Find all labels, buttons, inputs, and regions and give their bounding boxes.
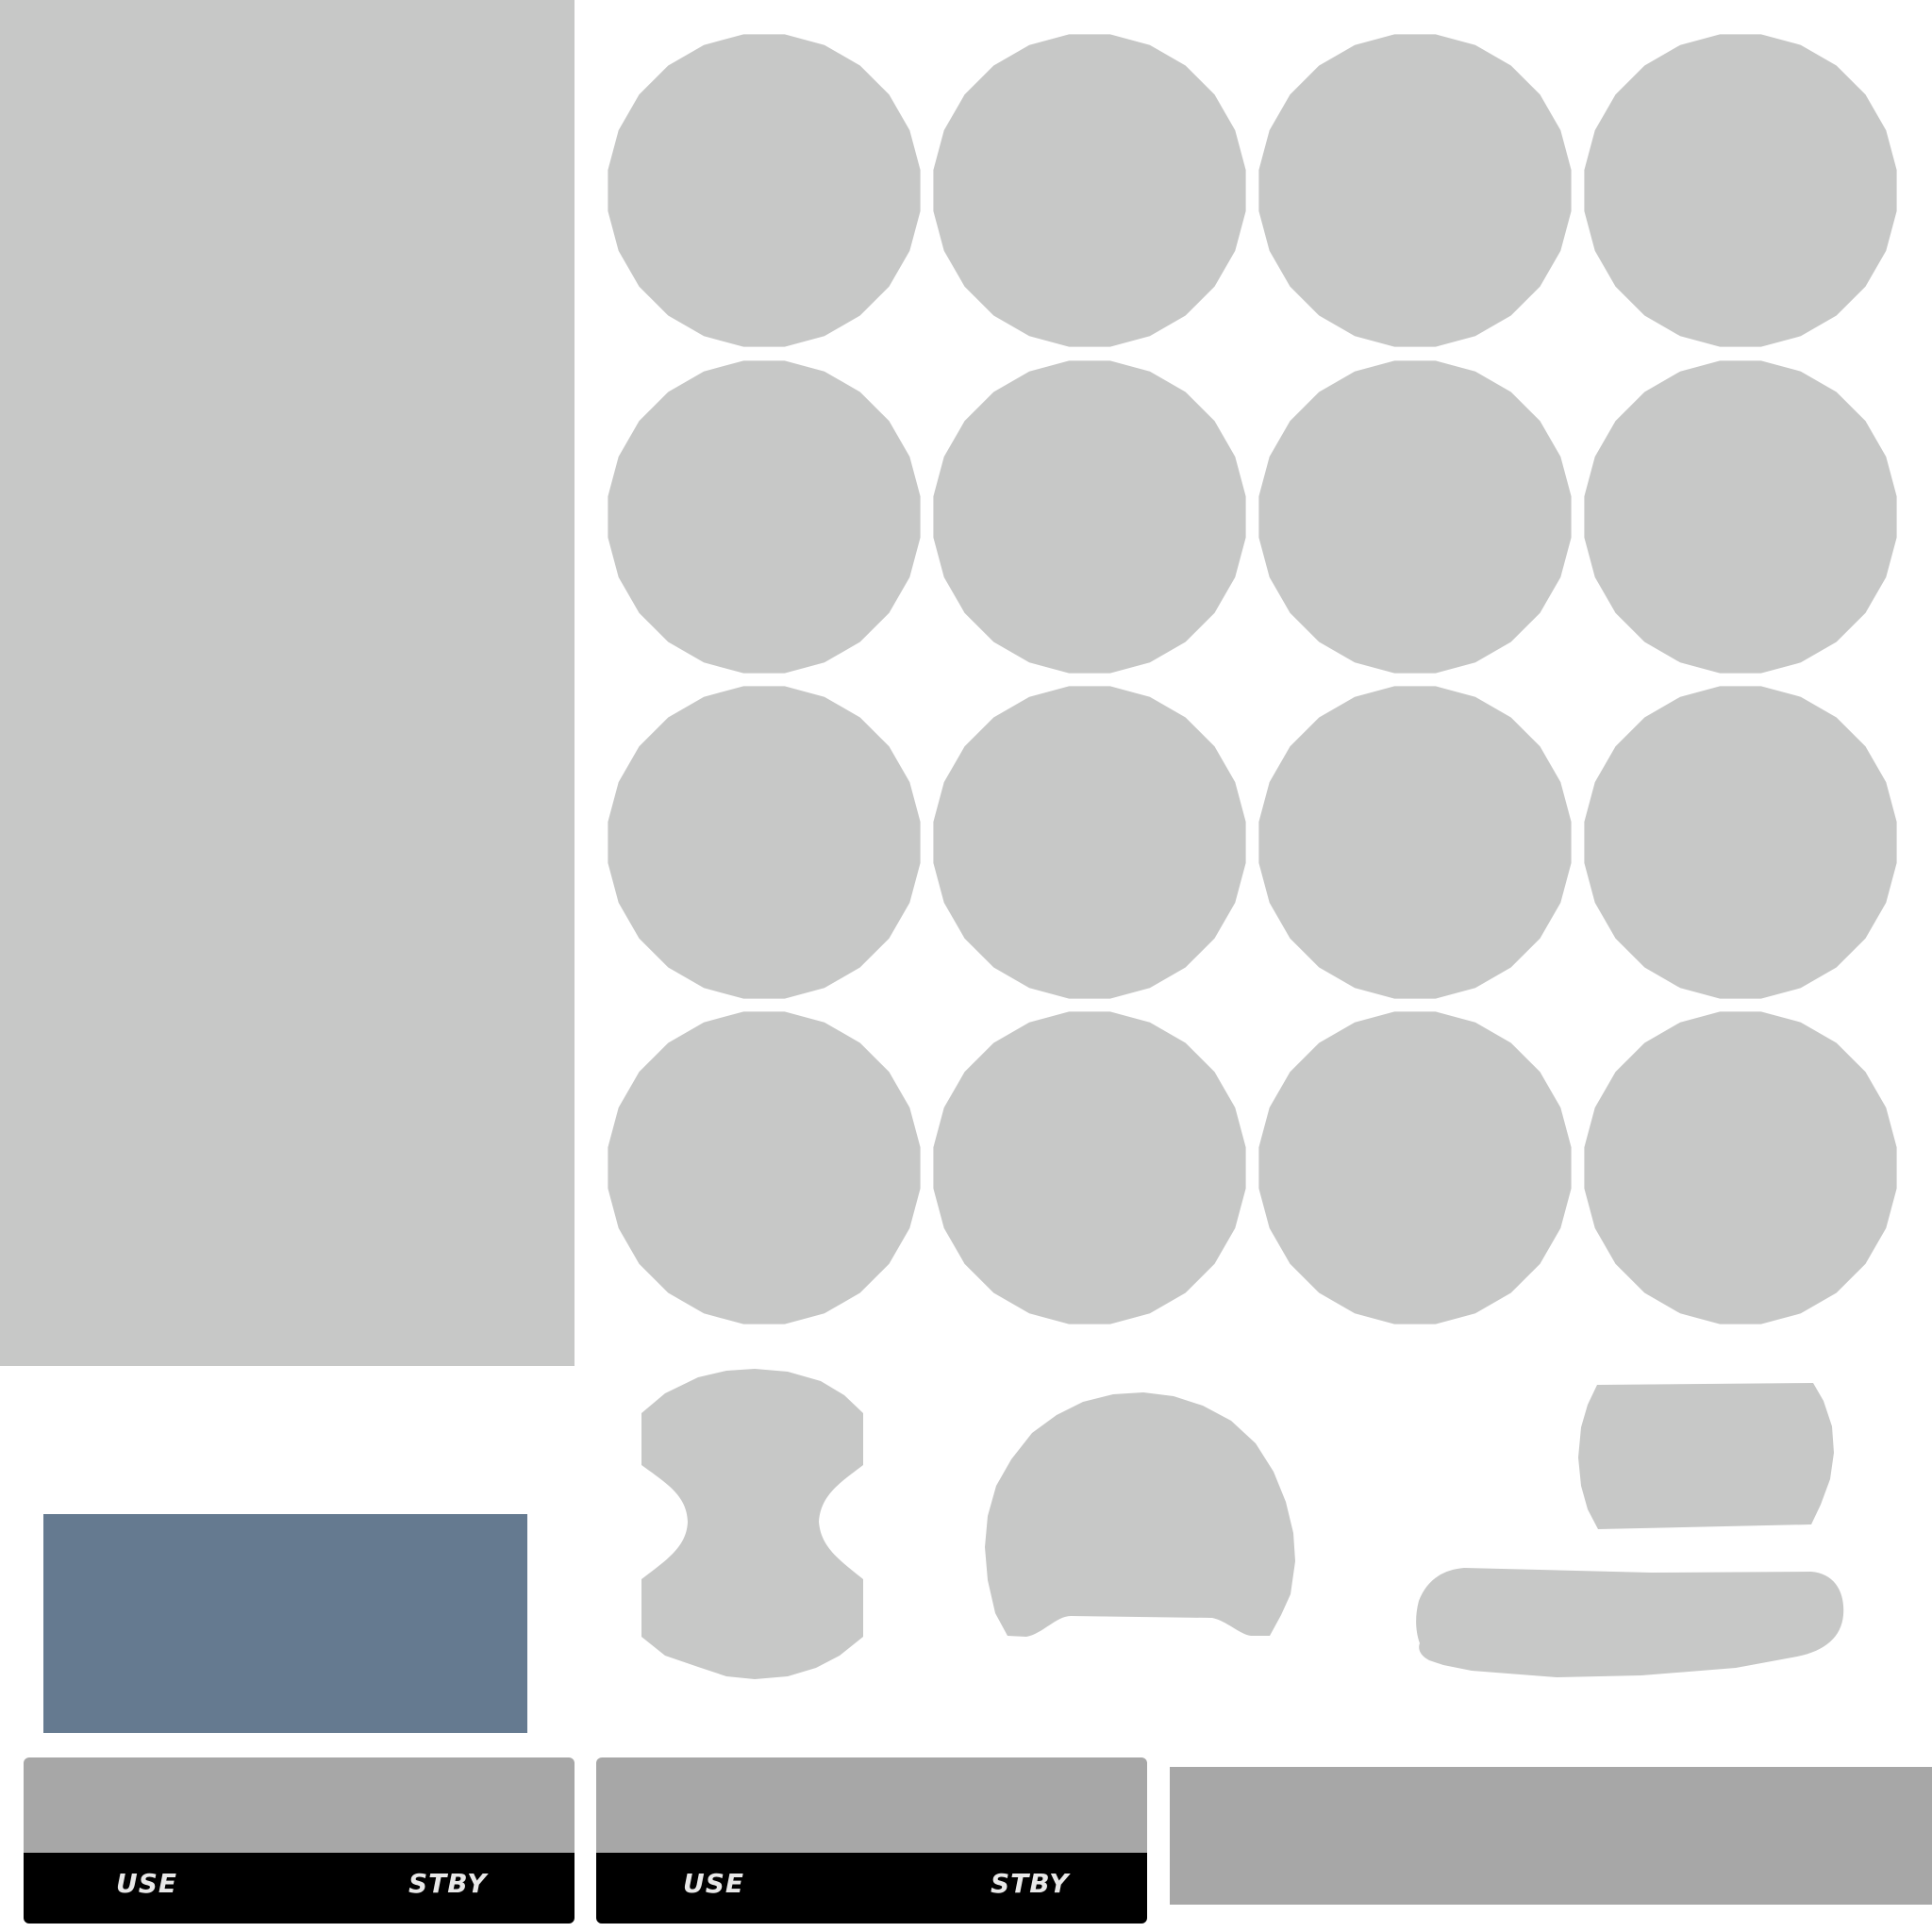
- disc-r3-c2: [933, 686, 1246, 999]
- disc-r2-c1: [608, 360, 921, 674]
- use-label: USE: [683, 1868, 745, 1899]
- disc-r4-c3: [1258, 1011, 1572, 1324]
- rounded-bar-shape: [1578, 1383, 1834, 1529]
- radio-display-left: USE STBY: [24, 1757, 575, 1924]
- disc-r4-c2: [933, 1011, 1246, 1324]
- gray-bar-right: [1170, 1767, 1932, 1905]
- display-label-strip: USE STBY: [596, 1853, 1147, 1924]
- display-label-strip: USE STBY: [24, 1853, 575, 1924]
- stby-label: STBY: [991, 1868, 1070, 1899]
- disc-r3-c3: [1258, 686, 1572, 999]
- disc-r3-c1: [608, 686, 921, 999]
- notched-knob-shape: [641, 1369, 863, 1679]
- radio-display-right: USE STBY: [596, 1757, 1147, 1924]
- disc-r4-c4: [1584, 1011, 1897, 1324]
- stby-label: STBY: [408, 1868, 488, 1899]
- pill-shape: [1416, 1568, 1844, 1677]
- tall-gray-panel: [0, 0, 575, 1366]
- disc-r2-c3: [1258, 360, 1572, 674]
- disc-r2-c2: [933, 360, 1246, 674]
- disc-r1-c3: [1258, 34, 1572, 347]
- disc-r1-c4: [1584, 34, 1897, 347]
- use-label: USE: [116, 1868, 178, 1899]
- display-top-band: [596, 1757, 1147, 1853]
- display-top-band: [24, 1757, 575, 1853]
- disc-r1-c1: [608, 34, 921, 347]
- blue-panel: [43, 1514, 527, 1733]
- disc-r3-c4: [1584, 686, 1897, 999]
- disc-r4-c1: [608, 1011, 921, 1324]
- circle-grid: [608, 34, 1897, 1324]
- disc-r1-c2: [933, 34, 1246, 347]
- disc-r2-c4: [1584, 360, 1897, 674]
- dome-shape: [985, 1392, 1295, 1637]
